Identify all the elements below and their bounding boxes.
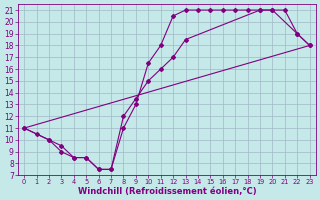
- X-axis label: Windchill (Refroidissement éolien,°C): Windchill (Refroidissement éolien,°C): [77, 187, 256, 196]
